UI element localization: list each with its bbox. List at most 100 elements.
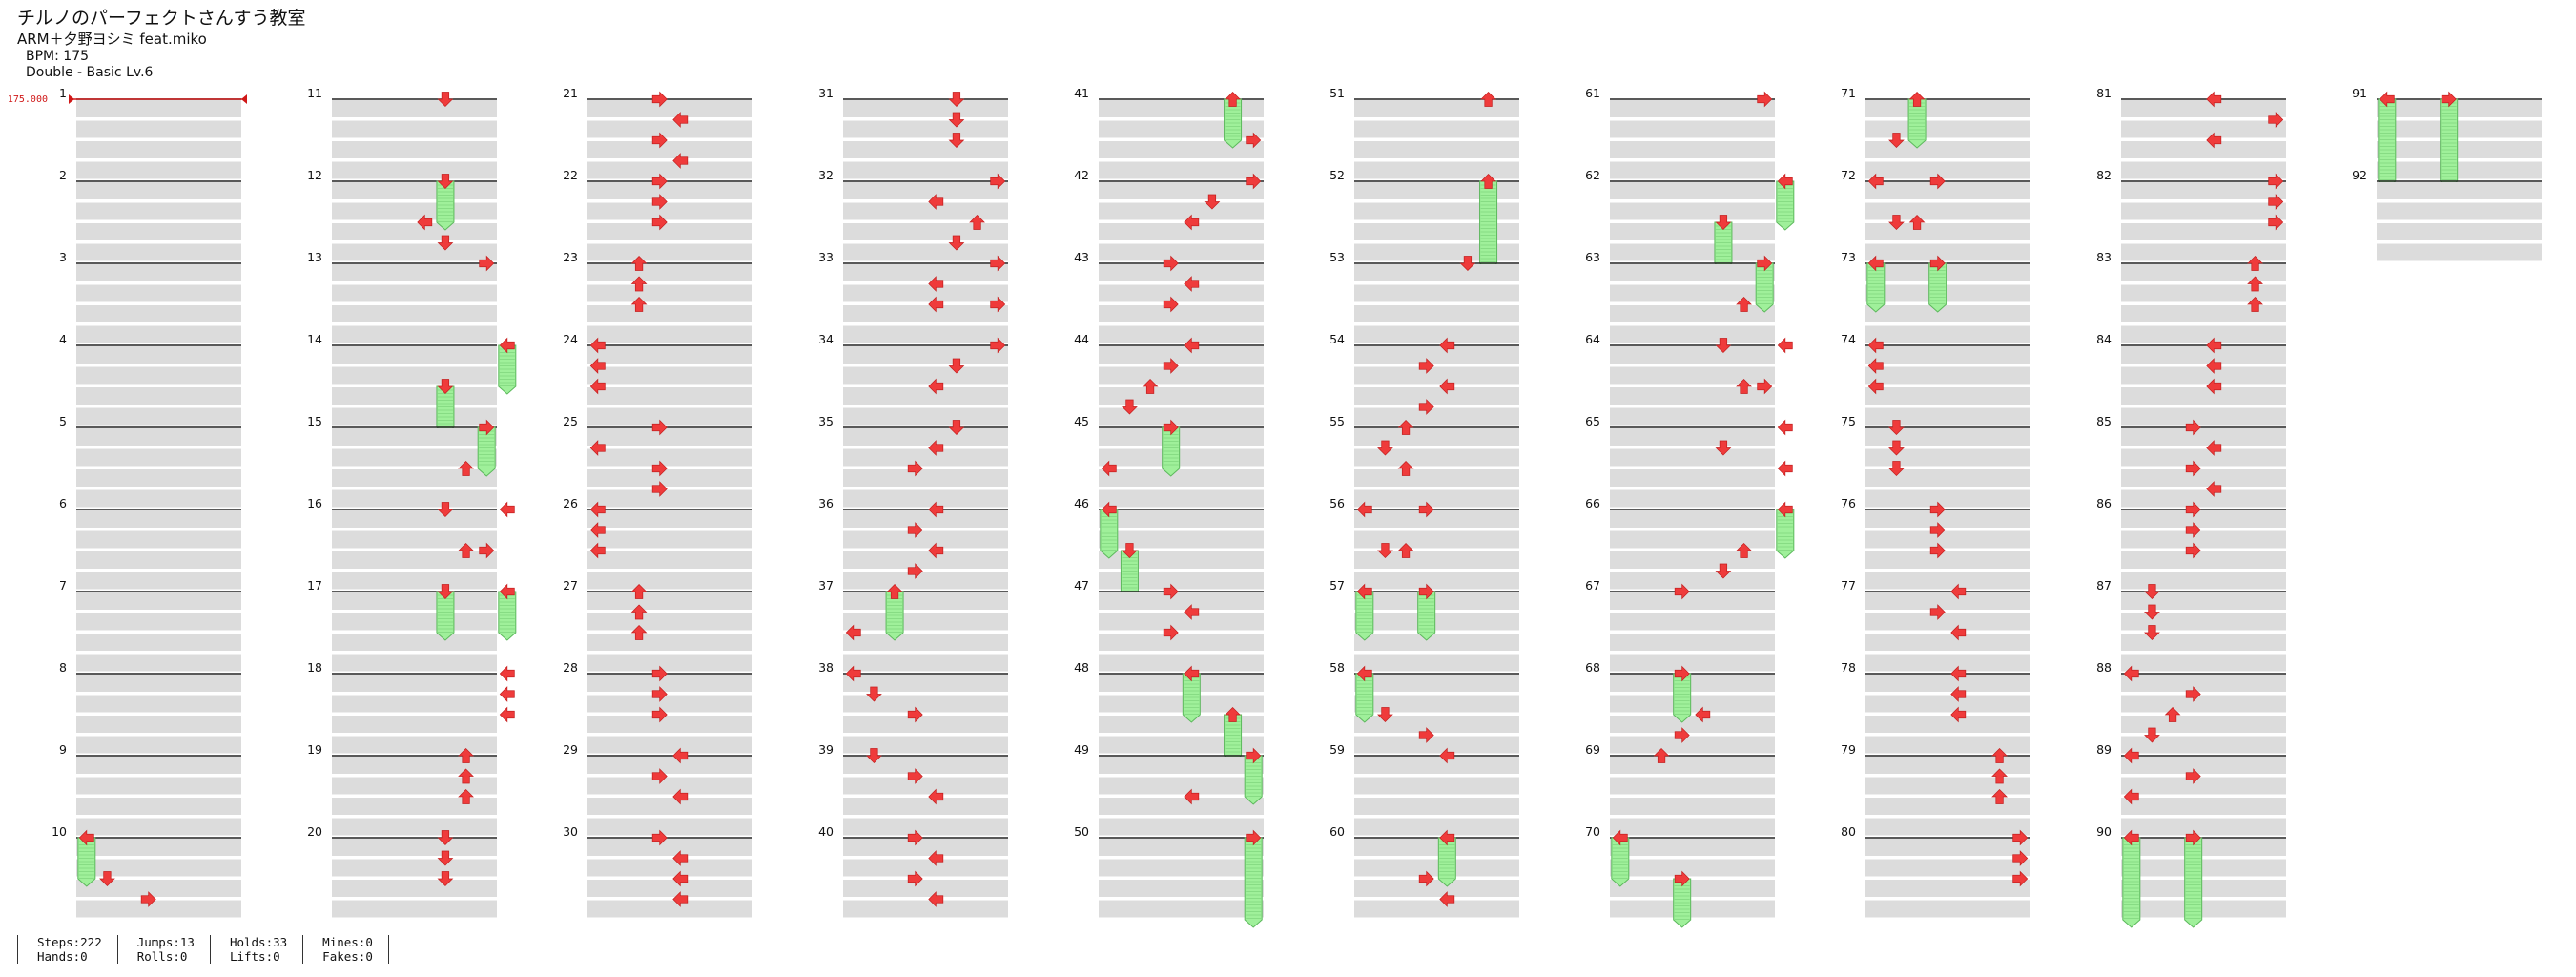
arrow-right-icon: [1163, 583, 1179, 600]
beat-band: [1099, 716, 1264, 733]
arrow-up-icon: [1397, 460, 1414, 476]
arrow-left-icon: [928, 296, 944, 313]
beat-band: [2121, 120, 2286, 138]
arrow-right-icon: [1163, 358, 1179, 374]
beat-band: [1354, 223, 1519, 240]
arrow-left-icon: [2123, 747, 2139, 764]
measure-57: 57: [1329, 578, 1519, 672]
beat-band: [843, 489, 1008, 508]
beat-band: [1099, 510, 1264, 528]
measure-19: 19: [307, 742, 497, 836]
beat-band: [76, 223, 241, 240]
beat-band: [2121, 818, 2286, 836]
beat-band: [587, 695, 752, 713]
beat-band: [1610, 448, 1775, 467]
measure-21: 21: [563, 86, 752, 179]
beat-band: [1099, 141, 1264, 158]
arrow-up-icon: [2164, 706, 2181, 722]
measure-85: 85: [2096, 414, 2286, 508]
beat-band: [1354, 100, 1519, 117]
beat-band: [76, 530, 241, 549]
measure-number: 77: [1841, 578, 1856, 592]
beat-band: [587, 716, 752, 733]
beat-band: [587, 305, 752, 322]
measure-number: 8: [59, 660, 67, 675]
arrow-left-icon: [1867, 173, 1884, 190]
beat-band: [1354, 284, 1519, 302]
beat-band: [1099, 634, 1264, 651]
arrow-up-icon: [630, 604, 648, 620]
beat-band: [843, 120, 1008, 138]
beat-band: [1610, 818, 1775, 836]
arrow-left-icon: [1950, 686, 1967, 702]
beat-band: [2121, 428, 2286, 446]
beat-band: [587, 120, 752, 138]
beat-band: [1865, 716, 2030, 733]
beat-band: [332, 469, 497, 487]
beat-band: [587, 654, 752, 672]
arrow-right-icon: [1929, 604, 1946, 620]
beat-band: [1099, 551, 1264, 569]
beat-band: [1099, 654, 1264, 672]
arrow-right-icon: [1418, 358, 1434, 374]
arrow-up-icon: [1736, 378, 1752, 394]
beat-band: [76, 798, 241, 815]
arrow-up-icon: [1480, 91, 1496, 107]
measure-20: 20: [307, 824, 497, 918]
measure-12: 12: [307, 168, 497, 261]
beat-band: [2121, 757, 2286, 774]
beat-band: [843, 818, 1008, 836]
stats-cell: Mines:0 Fakes:0: [302, 935, 389, 964]
beat-band: [587, 325, 752, 343]
beat-band: [76, 695, 241, 713]
beat-band: [1099, 243, 1264, 261]
arrow-down-icon: [1888, 215, 1905, 231]
beat-band: [843, 572, 1008, 590]
stat-fakes: Fakes:0: [322, 949, 373, 964]
beat-band: [76, 489, 241, 508]
beat-band: [1865, 736, 2030, 754]
beat-band: [2121, 510, 2286, 528]
beat-band: [1865, 777, 2030, 795]
measure-88: 88: [2096, 660, 2286, 754]
arrow-down-icon: [1715, 440, 1732, 456]
arrow-left-icon: [1867, 337, 1884, 354]
beat-band: [2121, 387, 2286, 405]
measure-17: 17: [307, 578, 517, 672]
measure-number: 73: [1841, 250, 1856, 264]
arrow-left-icon: [1101, 501, 1117, 518]
song-artist: ARM＋夕野ヨシミ feat.miko: [17, 30, 207, 48]
stat-hands: Hands:0: [37, 949, 88, 964]
measure-82: 82: [2096, 168, 2286, 261]
beat-band: [1099, 777, 1264, 795]
measure-number: 12: [307, 168, 322, 182]
measure-10: 10: [52, 824, 241, 918]
arrow-left-icon: [1184, 337, 1200, 354]
measure-30: 30: [563, 824, 752, 918]
arrow-down-icon: [1715, 215, 1732, 231]
measure-number: 9: [59, 742, 67, 757]
measure-11: 11: [307, 86, 497, 179]
beat-band: [76, 859, 241, 877]
beat-band: [1354, 387, 1519, 405]
arrow-right-icon: [1674, 870, 1690, 887]
arrow-up-icon: [1397, 542, 1414, 558]
beat-band: [332, 654, 497, 672]
arrow-left-icon: [672, 788, 689, 805]
beat-band: [76, 387, 241, 405]
beat-band: [2121, 202, 2286, 220]
arrow-right-icon: [1674, 583, 1690, 600]
beat-band: [843, 551, 1008, 569]
beat-band: [332, 510, 497, 528]
arrow-right-icon: [651, 132, 668, 149]
beat-band: [332, 880, 497, 897]
beat-band: [843, 202, 1008, 220]
beat-band: [332, 448, 497, 467]
beat-band: [1610, 284, 1775, 302]
beat-band: [1354, 777, 1519, 795]
beat-band: [76, 818, 241, 836]
beat-band: [2121, 654, 2286, 672]
beat-band: [1610, 880, 1775, 897]
beat-band: [587, 387, 752, 405]
